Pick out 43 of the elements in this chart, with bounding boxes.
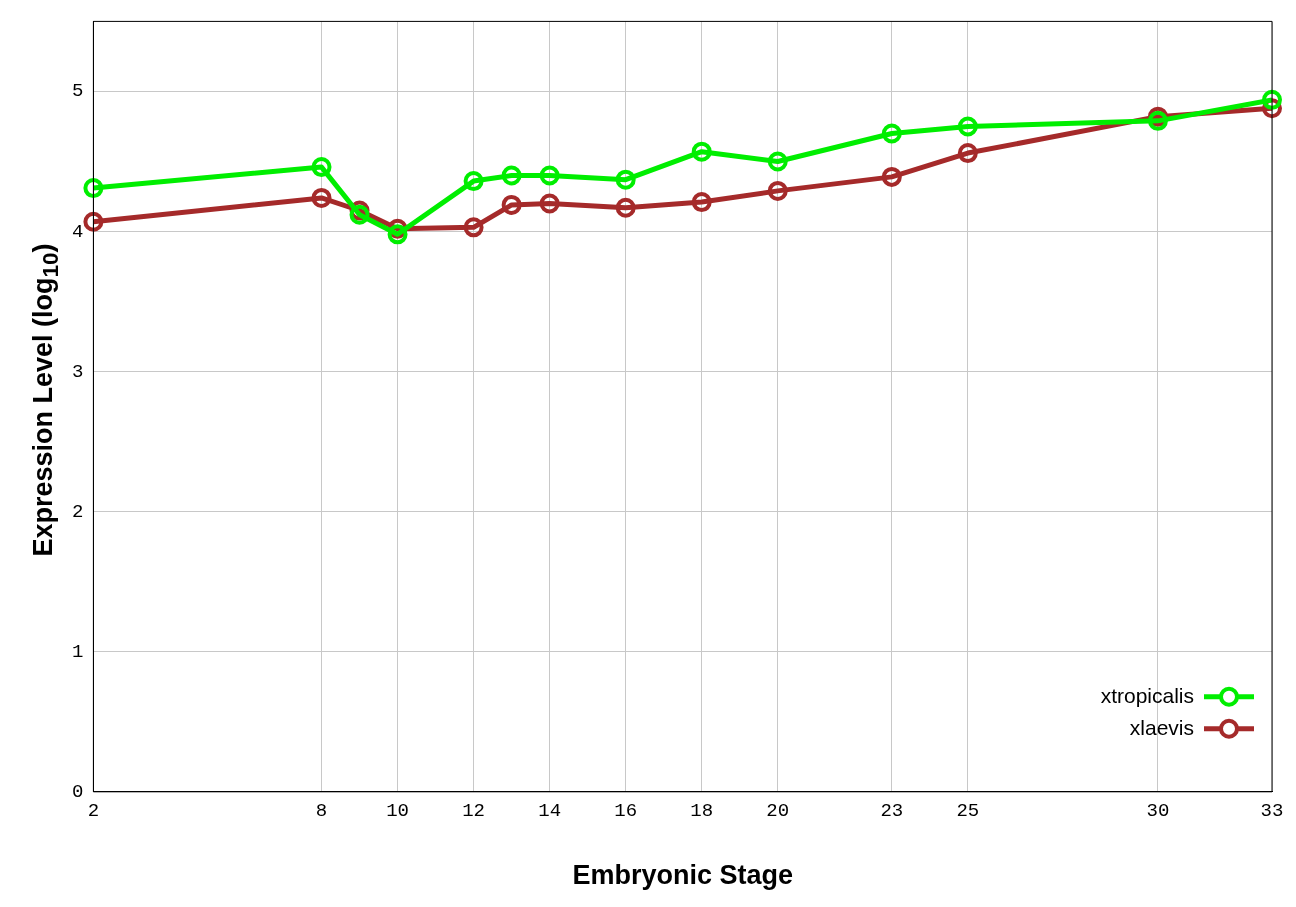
point bbox=[387, 224, 408, 245]
point bbox=[767, 180, 788, 201]
x-tick-label: 8 bbox=[315, 800, 328, 823]
point bbox=[957, 143, 978, 164]
x-tick-label: 18 bbox=[690, 800, 714, 823]
point bbox=[615, 169, 636, 190]
x-tick-label: 2 bbox=[87, 800, 100, 823]
point bbox=[691, 192, 712, 213]
x-tick-label: 14 bbox=[538, 800, 562, 823]
x-tick-label: 12 bbox=[462, 800, 485, 823]
x-tick-label: 16 bbox=[614, 800, 638, 823]
point bbox=[615, 197, 636, 218]
point bbox=[311, 157, 332, 178]
point bbox=[767, 151, 788, 172]
y-tick-label: 1 bbox=[72, 640, 84, 663]
point bbox=[501, 194, 522, 215]
y-tick-label: 4 bbox=[72, 220, 84, 243]
x-tick-label: 25 bbox=[956, 800, 980, 823]
point bbox=[691, 141, 712, 162]
point bbox=[83, 178, 104, 199]
point bbox=[957, 116, 978, 137]
point bbox=[881, 166, 902, 187]
x-tick-label: 30 bbox=[1146, 800, 1170, 823]
x-tick-label: 23 bbox=[880, 800, 904, 823]
x-tick-label: 33 bbox=[1260, 800, 1284, 823]
y-tick-label: 0 bbox=[72, 780, 84, 803]
x-tick-label: 20 bbox=[766, 800, 790, 823]
point bbox=[539, 165, 560, 186]
y-tick-label: 5 bbox=[72, 80, 84, 103]
point bbox=[463, 217, 484, 238]
point bbox=[881, 123, 902, 144]
y-tick-label: 2 bbox=[72, 500, 84, 523]
point bbox=[83, 211, 104, 232]
point bbox=[539, 193, 560, 214]
point bbox=[463, 171, 484, 192]
y-tick-label: 3 bbox=[72, 360, 84, 383]
point bbox=[501, 165, 522, 186]
point bbox=[311, 187, 332, 208]
legend-label: xtropicalis bbox=[1100, 683, 1194, 707]
x-axis-title: Embryonic Stage bbox=[572, 860, 793, 891]
legend-label: xlaevis bbox=[1129, 715, 1194, 739]
point bbox=[1262, 89, 1282, 110]
x-tick-label: 10 bbox=[386, 800, 409, 823]
